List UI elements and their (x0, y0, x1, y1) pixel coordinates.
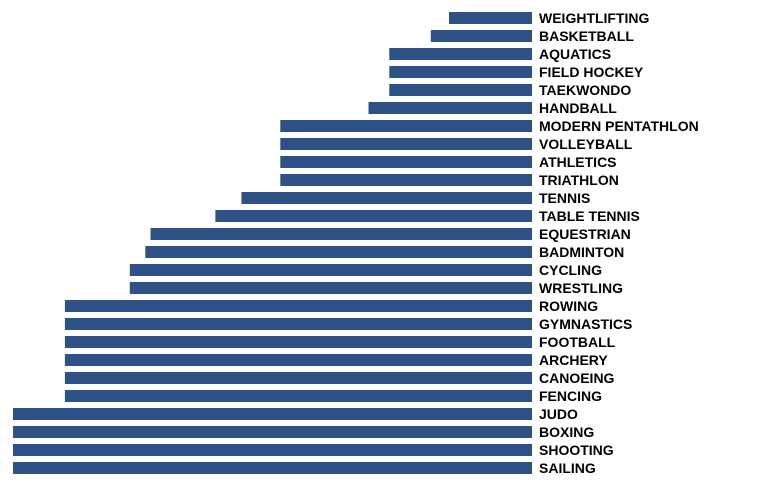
bar-label-archery: ARCHERY (539, 352, 608, 368)
bar-weightlifting (449, 12, 532, 24)
bar-label-judo: JUDO (539, 406, 578, 422)
bar-label-sailing: SAILING (539, 460, 596, 476)
bar-label-handball: HANDBALL (539, 100, 617, 116)
bar-label-fencing: FENCING (539, 388, 602, 404)
bar-canoeing (64, 372, 533, 384)
bar-judo (13, 408, 532, 420)
bar-label-shooting: SHOOTING (539, 442, 614, 458)
bar-badminton (145, 246, 533, 258)
bar-equestrian (150, 228, 532, 240)
bar-label-field-hockey: FIELD HOCKEY (539, 64, 644, 80)
bar-fencing (64, 390, 533, 402)
bar-label-wrestling: WRESTLING (539, 280, 623, 296)
bar-field-hockey (389, 66, 532, 78)
bar-label-table-tennis: TABLE TENNIS (539, 208, 640, 224)
bar-shooting (13, 444, 532, 456)
bar-label-badminton: BADMINTON (539, 244, 624, 260)
bar-label-weightlifting: WEIGHTLIFTING (539, 10, 650, 26)
bar-rowing (64, 300, 533, 312)
bar-aquatics (389, 48, 532, 60)
bar-gymnastics (64, 318, 533, 330)
labels-group: WEIGHTLIFTING BASKETBALL AQUATICS FIELD HOC… (539, 10, 699, 476)
bar-label-taekwondo: TAEKWONDO (539, 82, 631, 98)
bar-label-canoeing: CANOEING (539, 370, 615, 386)
bar-tennis (241, 192, 532, 204)
bar-table-tennis (215, 210, 532, 222)
bar-volleyball (280, 138, 532, 150)
bar-label-triathlon: TRIATHLON (539, 172, 619, 188)
bar-wrestling (129, 282, 533, 294)
bar-label-aquatics: AQUATICS (539, 46, 611, 62)
bar-label-gymnastics: GYMNASTICS (539, 316, 632, 332)
bar-triathlon (280, 174, 532, 186)
bar-label-modern-pentathlon: MODERN PENTATHLON (539, 118, 699, 134)
bar-modern-pentathlon (280, 120, 532, 132)
bar-label-athletics: ATHLETICS (539, 154, 617, 170)
bar-cycling (129, 264, 533, 276)
bar-label-tennis: TENNIS (539, 190, 590, 206)
bar-basketball (430, 30, 532, 42)
bar-football (64, 336, 533, 348)
bar-label-rowing: ROWING (539, 298, 598, 314)
bar-label-equestrian: EQUESTRIAN (539, 226, 631, 242)
bars-group (13, 12, 533, 474)
bar-label-boxing: BOXING (539, 424, 594, 440)
bar-label-cycling: CYCLING (539, 262, 602, 278)
bar-label-volleyball: VOLLEYBALL (539, 136, 633, 152)
bar-boxing (13, 426, 532, 438)
bar-handball (368, 102, 532, 114)
bar-taekwondo (389, 84, 532, 96)
bar-sailing (13, 462, 532, 474)
bar-athletics (280, 156, 532, 168)
bar-label-basketball: BASKETBALL (539, 28, 634, 44)
bar-archery (64, 354, 533, 366)
bar-label-football: FOOTBALL (539, 334, 616, 350)
